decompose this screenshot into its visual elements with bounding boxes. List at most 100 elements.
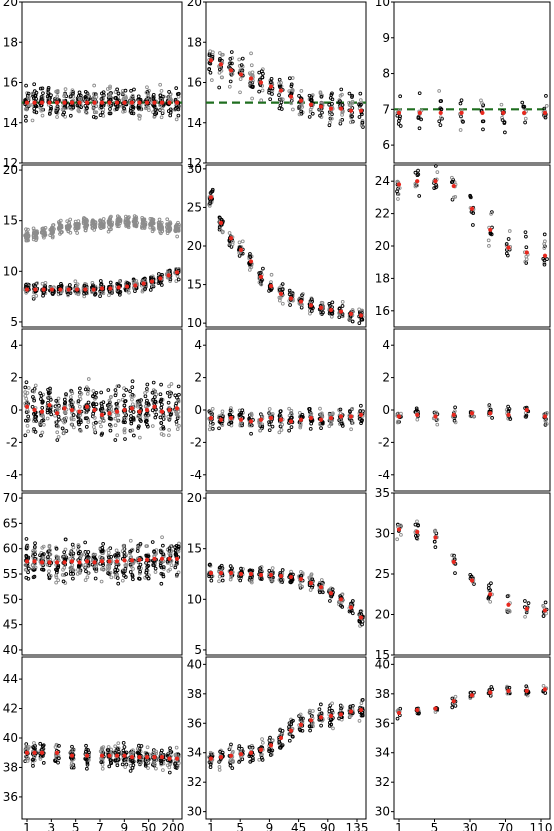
data-point [174,279,179,283]
mean-point [542,110,548,116]
mean-point [39,100,45,105]
data-point [115,403,119,408]
mean-point [62,560,67,565]
data-point [413,170,418,175]
data-point [287,288,292,293]
data-point [220,58,224,63]
data-point [357,321,362,325]
data-point [118,217,123,222]
data-point [91,106,96,111]
mean-point [49,287,55,292]
data-point [92,415,97,420]
data-point [38,86,43,91]
data-point [151,104,156,108]
data-point [165,217,170,222]
data-point [221,229,225,234]
data-point [143,415,148,420]
mean-point [129,406,135,411]
y-tick-label: 15 [187,542,202,556]
data-point [135,401,140,406]
mean-point [218,570,224,576]
data-point [23,433,28,438]
data-point [289,84,294,89]
data-point [277,106,282,111]
data-point [32,109,37,114]
data-point [267,428,272,433]
mean-point [137,100,142,105]
data-point [177,392,181,397]
data-point [267,90,271,95]
data-point [108,84,112,89]
data-point [176,415,181,419]
data-point [30,91,35,96]
data-point [98,113,103,117]
data-point [227,231,232,235]
data-point [67,221,72,225]
mean-point [114,409,120,414]
data-point [250,70,255,75]
y-tick-label: 55 [3,567,18,581]
mean-point [208,416,214,421]
data-point [33,93,38,98]
data-point [310,111,315,116]
data-point [168,107,173,112]
data-point [500,118,505,122]
data-point [330,300,335,305]
data-point [130,385,135,390]
data-point [459,98,464,103]
mean-point [208,570,214,576]
mean-point [144,755,150,760]
data-point [269,76,274,81]
y-tick-label: 30 [187,805,202,819]
data-point [76,400,81,405]
data-point [299,89,304,93]
mean-point [99,412,105,417]
data-point [48,386,52,391]
y-tick-label: 10 [187,592,202,606]
mean-point [24,404,30,409]
data-point [544,94,548,98]
data-point [486,238,491,243]
mean-point [298,417,304,422]
mean-point [338,414,344,419]
data-point [249,84,254,89]
data-point [144,105,149,110]
data-point [417,194,422,198]
data-point [260,424,265,429]
mean-point [54,750,60,755]
data-point [208,423,213,428]
mean-point [318,715,324,720]
data-point [461,119,465,124]
data-point [159,382,163,387]
data-point [259,98,264,103]
data-point [261,71,265,76]
mean-point [54,411,60,416]
data-point [238,77,243,81]
x-tick-label: 200 [162,821,185,831]
data-point [395,189,399,194]
data-point [207,53,212,58]
data-point [24,396,29,401]
y-tick-label: -4 [190,468,202,482]
data-point [338,93,343,98]
mean-point [228,570,234,576]
y-tick-label: 6 [382,138,390,152]
data-point [113,416,118,421]
data-point [71,91,75,96]
data-point [68,113,73,118]
data-point [300,293,304,298]
x-tick-label: 7 [96,821,104,831]
mean-point [522,110,527,116]
y-tick-label: 18 [187,35,202,49]
data-point [321,310,325,315]
data-point [83,95,88,100]
data-point [124,388,129,392]
data-point [146,401,151,406]
data-point [126,222,131,227]
data-point [137,105,142,110]
mean-point [488,592,493,597]
data-point [209,412,213,416]
mean-point [308,303,314,308]
data-point [217,426,221,431]
data-point [320,110,324,115]
